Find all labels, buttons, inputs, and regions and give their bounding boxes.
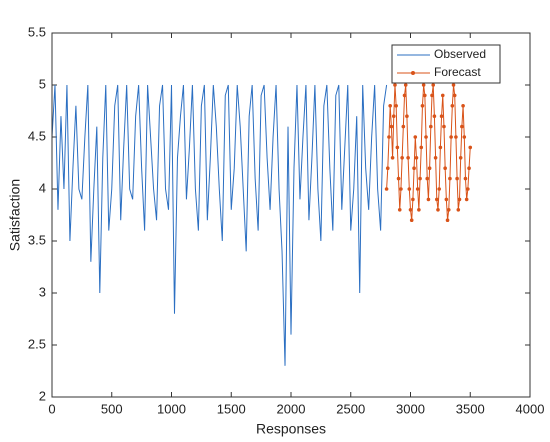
series-marker (464, 197, 469, 202)
series-marker (460, 124, 464, 129)
series-marker (389, 124, 394, 129)
series-marker (393, 83, 397, 87)
series-marker (432, 114, 437, 118)
x-tick-label: 500 (101, 401, 123, 416)
series-marker (384, 187, 389, 191)
series-marker (419, 145, 424, 150)
series-marker (388, 104, 392, 108)
x-tick-label: 4000 (516, 401, 545, 416)
y-tick-label: 4.5 (28, 128, 46, 143)
series-marker (456, 208, 461, 212)
series-marker (439, 114, 444, 118)
y-tick-label: 2.5 (28, 336, 46, 351)
series-marker (406, 156, 410, 160)
series-marker (407, 187, 412, 191)
series-marker (421, 83, 426, 87)
series-marker (387, 135, 391, 139)
x-tick-label: 2000 (277, 401, 306, 416)
x-tick-label: 3500 (456, 401, 485, 416)
series-marker (444, 197, 449, 202)
series-marker (451, 83, 456, 87)
series-marker (418, 176, 422, 181)
series-marker (412, 166, 416, 170)
series-marker (458, 156, 463, 160)
series-marker (396, 176, 401, 181)
plot-frame (51, 32, 531, 398)
series-marker (455, 176, 459, 181)
series-marker (457, 197, 462, 202)
series-marker (401, 124, 406, 129)
x-tick-label: 2500 (336, 401, 365, 416)
series-marker (395, 145, 400, 150)
series-marker (394, 104, 398, 108)
y-tick-label: 5.5 (28, 24, 46, 39)
legend-label: Observed (434, 47, 486, 61)
x-tick-label: 0 (48, 401, 55, 416)
series-marker (436, 208, 440, 212)
y-tick-label: 5 (39, 76, 46, 91)
x-axis-label: Responses (256, 421, 326, 437)
y-tick-label: 4 (39, 180, 46, 195)
series-marker (434, 197, 439, 202)
series-marker (409, 218, 414, 222)
series-marker (437, 187, 441, 191)
series-marker (414, 156, 419, 160)
series-marker (397, 208, 402, 212)
series-marker (411, 197, 415, 202)
series-marker (450, 104, 455, 108)
series-marker (426, 197, 431, 202)
series-marker (443, 166, 447, 170)
x-tick-label: 1500 (217, 401, 246, 416)
series-marker (390, 156, 395, 160)
series-marker (454, 135, 458, 139)
series-marker (385, 166, 390, 170)
series-marker (461, 104, 465, 108)
series-marker (402, 93, 407, 98)
y-tick-label: 2 (39, 388, 46, 403)
plot-area (52, 33, 530, 397)
series-marker (427, 166, 432, 170)
series-marker (442, 124, 446, 129)
x-tick-label: 3000 (396, 401, 425, 416)
series-marker (400, 156, 404, 160)
series-marker (466, 187, 470, 191)
series-marker (429, 124, 433, 129)
series-marker (403, 83, 408, 87)
series-marker (423, 93, 427, 98)
series-marker (430, 93, 434, 98)
series-marker (452, 93, 457, 98)
series-line (51, 84, 388, 366)
series-marker (431, 83, 436, 87)
series-marker (462, 135, 467, 139)
series-marker (463, 176, 468, 181)
y-tick-label: 3 (39, 284, 46, 299)
series-marker (391, 114, 396, 118)
series-marker (468, 145, 473, 150)
series-marker (417, 208, 421, 212)
legend-label: Forecast (434, 65, 481, 79)
x-tick-label: 1000 (157, 401, 186, 416)
series-marker (446, 208, 451, 212)
series-marker (440, 93, 445, 98)
series-marker (415, 187, 420, 191)
legend-marker (411, 71, 415, 75)
series-marker (449, 135, 453, 139)
series-marker (420, 104, 425, 108)
series-marker (408, 208, 413, 212)
series-marker (445, 218, 450, 222)
series-marker (405, 114, 409, 118)
series-marker (424, 135, 428, 139)
y-axis-label: Satisfaction (7, 179, 23, 251)
series-marker (433, 156, 438, 160)
y-tick-label: 3.5 (28, 232, 46, 247)
legend-box (391, 44, 501, 84)
series-marker (448, 176, 452, 181)
series-marker (438, 145, 443, 150)
series-marker (467, 166, 471, 170)
series-marker (399, 187, 403, 191)
series-marker (413, 135, 418, 139)
series-marker (425, 176, 430, 181)
